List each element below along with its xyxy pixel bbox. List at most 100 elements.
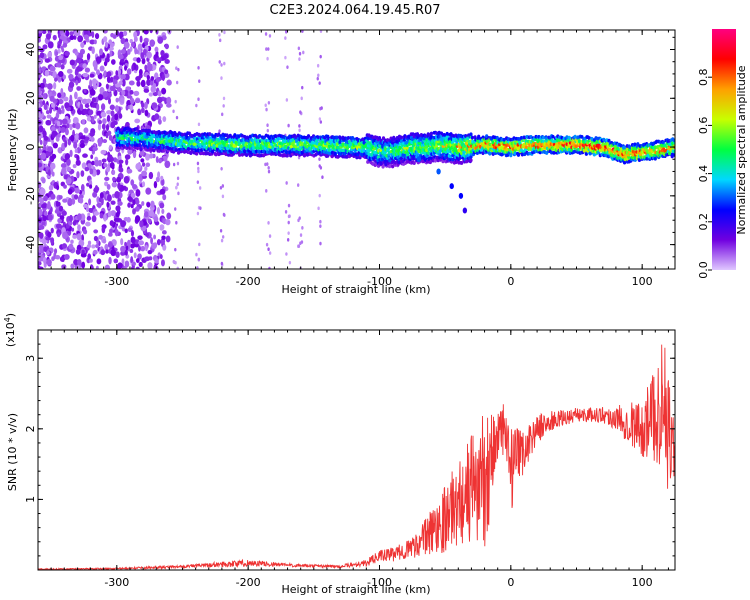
heatmap-cell (130, 97, 135, 105)
heatmap-cell (153, 234, 157, 240)
heatmap-cell (197, 166, 200, 171)
heatmap-cell (175, 220, 178, 225)
heatmap-cell (60, 163, 67, 169)
heatmap-cell (416, 156, 422, 163)
heatmap-cell (91, 244, 96, 249)
heatmap-cell (166, 79, 172, 86)
heatmap-cell (94, 32, 100, 40)
heatmap-cell (149, 153, 154, 159)
heatmap-cell (39, 232, 44, 239)
heatmap-cell (42, 44, 48, 50)
heatmap-cell (147, 128, 152, 133)
heatmap-cell (42, 78, 47, 85)
heatmap-cell (105, 249, 109, 254)
heatmap-cell (60, 64, 65, 70)
heatmap-cell (88, 207, 93, 213)
heatmap-cell (89, 168, 94, 175)
heatmap-cell (59, 215, 65, 220)
heatmap-cell (318, 145, 322, 150)
heatmap-cell (92, 191, 98, 198)
heatmap-cell (57, 92, 62, 98)
heatmap-cell (233, 133, 237, 137)
heatmap-cell (100, 249, 106, 256)
heatmap-cell (43, 260, 47, 268)
heatmap-cell (137, 108, 142, 116)
heatmap-cell (117, 182, 121, 190)
heatmap-cell (43, 246, 48, 252)
heatmap-cell (57, 49, 61, 54)
heatmap-cell (317, 206, 320, 211)
heatmap-cell (55, 254, 61, 260)
heatmap-cell (114, 229, 119, 237)
heatmap-cell (68, 98, 73, 107)
heatmap-cell (197, 97, 200, 102)
heatmap-cell (220, 238, 224, 243)
heatmap-cell (212, 143, 216, 148)
heatmap-cell (79, 197, 84, 204)
heatmap-cell (107, 241, 113, 248)
heatmap-cell (89, 258, 93, 263)
heatmap-cell (44, 58, 51, 63)
heatmap-cell (222, 96, 226, 101)
heatmap-cell (53, 82, 57, 90)
heatmap-cell (93, 211, 100, 216)
heatmap-cell (283, 139, 287, 144)
heatmap-cell (50, 239, 54, 245)
heatmap-cell (64, 102, 70, 109)
heatmap-cell (95, 265, 99, 269)
heatmap-cell (127, 196, 133, 202)
heatmap-cell (347, 139, 352, 144)
heatmap-cell (126, 239, 131, 248)
heatmap-cell (95, 56, 102, 64)
heatmap-cell (176, 45, 179, 49)
x-tick-label: -200 (236, 576, 261, 589)
colorbar-tick-label: 0.2 (697, 213, 710, 231)
heatmap-cell (218, 33, 221, 37)
heatmap-cell (158, 66, 163, 73)
spectrogram-x-label: Height of straight line (km) (281, 283, 430, 296)
heatmap-cell (152, 82, 157, 89)
heatmap-cell (141, 102, 145, 109)
heatmap-cell (118, 68, 122, 75)
heatmap-cell (163, 53, 169, 59)
heatmap-cell (75, 122, 81, 130)
heatmap-cell (319, 219, 322, 224)
colorbar-tick-label: 0.8 (697, 68, 710, 86)
heatmap-cell (190, 139, 194, 144)
heatmap-cell (120, 58, 125, 63)
heatmap-cell (135, 75, 141, 82)
heatmap-cell (220, 261, 224, 266)
heatmap-cell (69, 94, 73, 102)
heatmap-cell (287, 203, 291, 208)
heatmap-cell (145, 232, 149, 237)
heatmap-cell (162, 116, 167, 123)
heatmap-cell (103, 36, 108, 42)
heatmap-cell (316, 63, 320, 68)
heatmap-cell (223, 61, 226, 66)
heatmap-cell (220, 166, 223, 171)
heatmap-cell (58, 195, 63, 200)
spectrogram-heatmap (38, 30, 675, 269)
heatmap-cell (83, 34, 90, 41)
heatmap-cell (62, 137, 66, 142)
heatmap-cell (267, 101, 271, 105)
heatmap-cell (61, 108, 65, 115)
heatmap-cell (145, 153, 150, 161)
heatmap-cell (44, 69, 50, 77)
heatmap-cell (160, 50, 165, 57)
heatmap-cell (379, 161, 383, 166)
heatmap-cell (47, 169, 51, 176)
heatmap-cell (39, 140, 43, 145)
heatmap-cell (291, 137, 295, 142)
heatmap-cell (159, 202, 165, 209)
heatmap-cell (445, 131, 449, 136)
heatmap-cell (157, 90, 162, 97)
heatmap-cell (49, 65, 56, 72)
heatmap-cell (144, 64, 148, 71)
heatmap-cell (174, 207, 177, 211)
heatmap-cell (51, 153, 57, 159)
heatmap-cell (81, 162, 87, 170)
heatmap-cell (125, 158, 129, 166)
heatmap-cell (70, 134, 75, 142)
